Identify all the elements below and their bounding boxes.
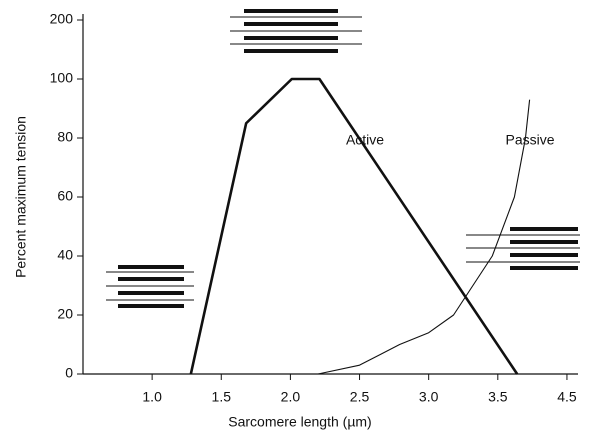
x-tick-label: 2.0 (281, 389, 301, 405)
y-tick-label: 100 (50, 70, 74, 86)
sarcomere-icon (230, 9, 362, 53)
y-tick-label: 40 (57, 247, 73, 263)
x-tick-label: 2.5 (350, 389, 370, 405)
y-axis-label: Percent maximum tension (13, 116, 29, 278)
x-tick-label: 4.5 (557, 389, 577, 405)
x-tick-label: 1.0 (142, 389, 162, 405)
y-tick-label: 80 (57, 129, 73, 145)
y-tick-label: 20 (57, 306, 73, 322)
series-line (317, 99, 531, 375)
series-label: Passive (505, 132, 554, 148)
x-tick-label: 3.0 (419, 389, 439, 405)
series-label: Active (346, 132, 384, 148)
sarcomere-icon (466, 227, 580, 270)
series-line (189, 77, 519, 375)
x-tick-label: 3.5 (488, 389, 508, 405)
x-tick-label: 1.5 (212, 389, 232, 405)
y-tick-label: 0 (65, 365, 73, 381)
sarcomere-icon (106, 265, 194, 308)
y-tick-label: 60 (57, 188, 73, 204)
x-axis-label: Sarcomere length (µm) (228, 414, 371, 430)
y-tick-label: 200 (50, 11, 74, 27)
